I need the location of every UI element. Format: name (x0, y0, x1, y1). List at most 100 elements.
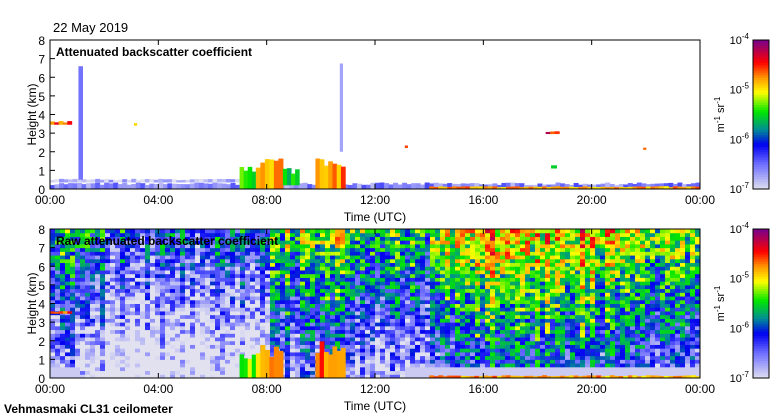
heatmap-cell (140, 240, 146, 245)
heatmap-cell (545, 329, 551, 334)
heatmap-cell (50, 284, 56, 290)
heatmap-cell (60, 229, 66, 234)
heatmap-cell (60, 307, 66, 312)
heatmap-cell (140, 292, 146, 297)
heatmap-cell (405, 292, 411, 297)
heatmap-cell (355, 337, 361, 342)
heatmap-cell (480, 337, 486, 342)
heatmap-cell (415, 344, 421, 349)
heatmap-cell (285, 243, 291, 249)
heatmap-cell (170, 269, 176, 275)
heatmap-cell (185, 232, 191, 237)
heatmap-cell (345, 351, 351, 357)
heatmap-cell (595, 303, 601, 308)
heatmap-cell (570, 363, 576, 368)
heatmap-cell (250, 325, 256, 331)
heatmap-cell (420, 240, 426, 245)
heatmap-cell (410, 351, 416, 357)
heatmap-cell (565, 344, 571, 349)
heatmap-cell (260, 318, 266, 323)
heatmap-cell (495, 322, 501, 327)
heatmap-cell (185, 355, 191, 360)
heatmap-cell (285, 348, 291, 353)
heatmap-cell (335, 303, 341, 308)
heatmap-cell (505, 363, 511, 368)
heatmap-cell (515, 266, 521, 271)
backscatter-feature (162, 179, 168, 183)
heatmap-cell (595, 333, 601, 338)
heatmap-cell (505, 266, 511, 271)
heatmap-cell (120, 318, 126, 323)
heatmap-cell (405, 247, 411, 252)
heatmap-cell (340, 229, 346, 234)
heatmap-cell (65, 325, 71, 331)
heatmap-cell (225, 258, 231, 264)
backscatter-feature (356, 183, 362, 189)
heatmap-cell (60, 322, 66, 327)
heatmap-cell (140, 303, 146, 308)
heatmap-cell (220, 299, 226, 304)
heatmap-cell (460, 240, 466, 245)
backscatter-feature (328, 161, 333, 189)
heatmap-cell (620, 232, 626, 237)
heatmap-cell (225, 344, 231, 349)
heatmap-cell (190, 247, 196, 252)
heatmap-cell (480, 251, 486, 256)
heatmap-cell (305, 232, 311, 237)
backscatter-feature (212, 182, 218, 189)
heatmap-cell (490, 229, 496, 234)
heatmap-cell (160, 281, 166, 286)
heatmap-cell (110, 322, 116, 327)
heatmap-cell (530, 348, 536, 353)
heatmap-cell (470, 370, 476, 375)
heatmap-cell (100, 329, 106, 334)
heatmap-cell (460, 266, 466, 271)
heatmap-cell (475, 351, 481, 357)
heatmap-cell (455, 366, 461, 372)
heatmap-cell (505, 284, 511, 290)
heatmap-cell (560, 333, 566, 338)
heatmap-cell (400, 262, 406, 267)
heatmap-cell (85, 348, 91, 353)
heatmap-cell (560, 269, 566, 275)
heatmap-cell (475, 307, 481, 312)
heatmap-cell (495, 247, 501, 252)
heatmap-cell (495, 292, 501, 297)
heatmap-cell (570, 359, 576, 364)
heatmap-cell (80, 266, 86, 271)
heatmap-cell (370, 284, 376, 290)
heatmap-cell (500, 284, 506, 290)
heatmap-cell (95, 307, 101, 312)
heatmap-cell (155, 262, 161, 267)
heatmap-cell (485, 255, 491, 260)
heatmap-cell (615, 325, 621, 331)
heatmap-cell (370, 333, 376, 338)
heatmap-cell (245, 310, 251, 316)
heatmap-cell (550, 258, 556, 264)
heatmap-cell (405, 329, 411, 334)
heatmap-cell (300, 232, 306, 237)
heatmap-cell (225, 314, 231, 319)
heatmap-cell (320, 277, 326, 282)
heatmap-cell (565, 292, 571, 297)
heatmap-cell (475, 266, 481, 271)
heatmap-cell (580, 229, 586, 234)
heatmap-cell (345, 288, 351, 293)
heatmap-cell (215, 266, 221, 271)
heatmap-cell (135, 284, 141, 290)
heatmap-cell (315, 314, 321, 319)
heatmap-cell (565, 333, 571, 338)
heatmap-cell (565, 232, 571, 237)
heatmap-cell (175, 284, 181, 290)
heatmap-cell (435, 258, 441, 264)
heatmap-cell (575, 370, 581, 375)
heatmap-cell (515, 307, 521, 312)
heatmap-cell (255, 251, 261, 256)
heatmap-cell (510, 363, 516, 368)
heatmap-cell (190, 351, 196, 357)
heatmap-cell (130, 322, 136, 327)
heatmap-cell (65, 258, 71, 264)
heatmap-cell (305, 229, 311, 234)
heatmap-cell (430, 292, 436, 297)
heatmap-cell (115, 310, 121, 316)
